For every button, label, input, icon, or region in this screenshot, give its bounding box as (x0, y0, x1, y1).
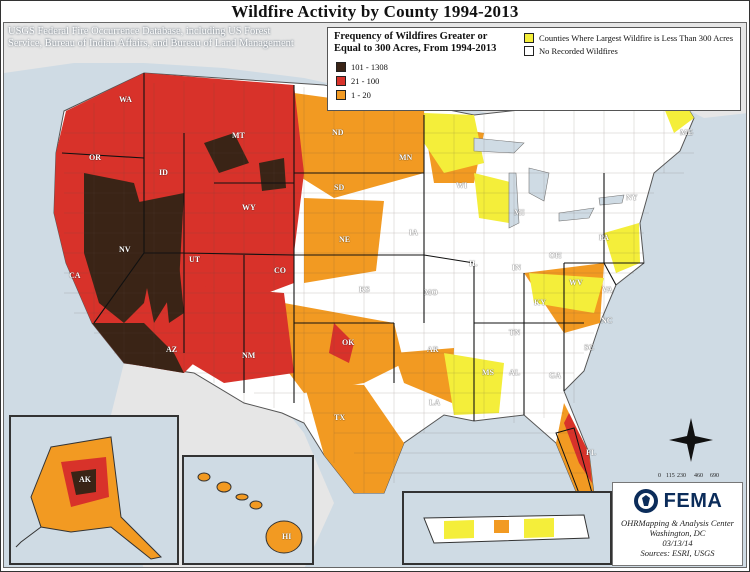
legend-title: Frequency of Wildfires Greater or Equal … (334, 31, 497, 54)
map-title: Wildfire Activity by County 1994-2013 (231, 2, 519, 21)
state-borders (61, 73, 644, 421)
state-label-la: LA (429, 398, 441, 407)
scale-tick-460: 460 (694, 473, 703, 479)
map-canvas: WA OR CA ID NV UT AZ MT WY CO NM ND SD N… (3, 22, 747, 568)
state-label-ny: NY (626, 193, 638, 202)
state-label-va: VA (602, 285, 613, 294)
fema-logo: FEMA (613, 488, 742, 514)
state-label-ak: AK (79, 475, 91, 484)
state-label-wa: WA (119, 95, 132, 104)
legend-label: 101 - 1308 (351, 62, 388, 72)
dhs-seal-icon (633, 489, 658, 513)
state-label-al: AL (509, 368, 521, 377)
state-label-me: ME (680, 128, 693, 137)
legend-swatch (336, 76, 346, 86)
legend: Frequency of Wildfires Greater or Equal … (327, 27, 741, 111)
state-label-oh: OH (549, 251, 562, 260)
state-label-hi: HI (282, 532, 292, 541)
alaska-inset: AK (9, 415, 179, 565)
state-label-tn: TN (509, 328, 521, 337)
state-label-sc: SC (584, 343, 595, 352)
state-label-nm: NM (242, 351, 256, 360)
state-label-mn: MN (399, 153, 413, 162)
credit-line-2: Washington, DC (649, 528, 706, 538)
state-label-mo: MO (424, 288, 438, 297)
state-label-nv: NV (119, 245, 131, 254)
us-map-svg (4, 23, 746, 567)
credit-line-1: OHRMapping & Analysis Center (621, 518, 734, 528)
legend-label: 21 - 100 (351, 76, 380, 86)
state-label-sd: SD (334, 183, 345, 192)
state-label-ca: CA (69, 271, 81, 280)
alaska-svg (15, 436, 163, 560)
state-label-wv: WV (569, 278, 583, 287)
hawaii-inset: HI (182, 455, 314, 565)
legend-swatch (336, 62, 346, 72)
hawaii-svg (197, 472, 303, 554)
state-label-ga: GA (549, 371, 561, 380)
agency-name: FEMA (663, 490, 723, 512)
state-label-pa: PA (599, 233, 610, 242)
scale-tick-115: 115 (666, 473, 675, 479)
legend-item-no-wildfires: No Recorded Wildfires (524, 46, 618, 56)
legend-item-under-300: Counties Where Largest Wildfire is Less … (524, 33, 733, 43)
legend-swatch (524, 46, 534, 56)
state-label-wi: WI (456, 181, 468, 190)
legend-label: 1 - 20 (351, 90, 371, 100)
source-note: USGS Federal Fire Occurrence Database, i… (8, 26, 294, 49)
state-label-ok: OK (342, 338, 355, 347)
puerto-rico-svg (423, 514, 590, 544)
state-label-in: IN (512, 263, 521, 272)
state-label-nd: ND (332, 128, 344, 137)
state-label-tx: TX (334, 413, 346, 422)
legend-item-1-20: 1 - 20 (336, 90, 371, 100)
credit-line-3: 03/13/14 (662, 538, 693, 548)
state-label-or: OR (89, 153, 101, 162)
credit-line-4: Sources: ESRI, USGS (640, 548, 715, 558)
state-label-ne: NE (339, 235, 351, 244)
state-label-nc: NC (601, 316, 613, 325)
legend-label: Counties Where Largest Wildfire is Less … (539, 33, 734, 43)
state-label-ky: KY (534, 298, 546, 307)
legend-item-101-1308: 101 - 1308 (336, 62, 388, 72)
legend-swatch (524, 33, 534, 43)
compass-rose-icon (669, 418, 713, 462)
scale-tick-690: 690 (710, 473, 719, 479)
state-label-wy: WY (242, 203, 256, 212)
state-label-ms: MS (482, 368, 494, 377)
state-label-ut: UT (189, 255, 201, 264)
puerto-rico-inset (402, 491, 612, 565)
state-label-mt: MT (232, 131, 245, 140)
legend-label: No Recorded Wildfires (539, 46, 618, 56)
state-label-ar: AR (427, 345, 439, 354)
state-label-mi: MI (514, 208, 525, 217)
state-label-il: IL (469, 259, 478, 268)
scale-tick-230: 230 (677, 473, 686, 479)
state-label-ks: KS (359, 285, 370, 294)
state-label-ia: IA (409, 228, 418, 237)
state-label-id: ID (159, 168, 168, 177)
state-label-co: CO (274, 266, 286, 275)
legend-item-21-100: 21 - 100 (336, 76, 379, 86)
credits-box: FEMA OHRMapping & Analysis Center Washin… (612, 482, 743, 566)
scale-tick-0: 0 (658, 473, 661, 479)
state-label-az: AZ (166, 345, 178, 354)
legend-swatch (336, 90, 346, 100)
state-label-fl: FL (586, 448, 597, 457)
